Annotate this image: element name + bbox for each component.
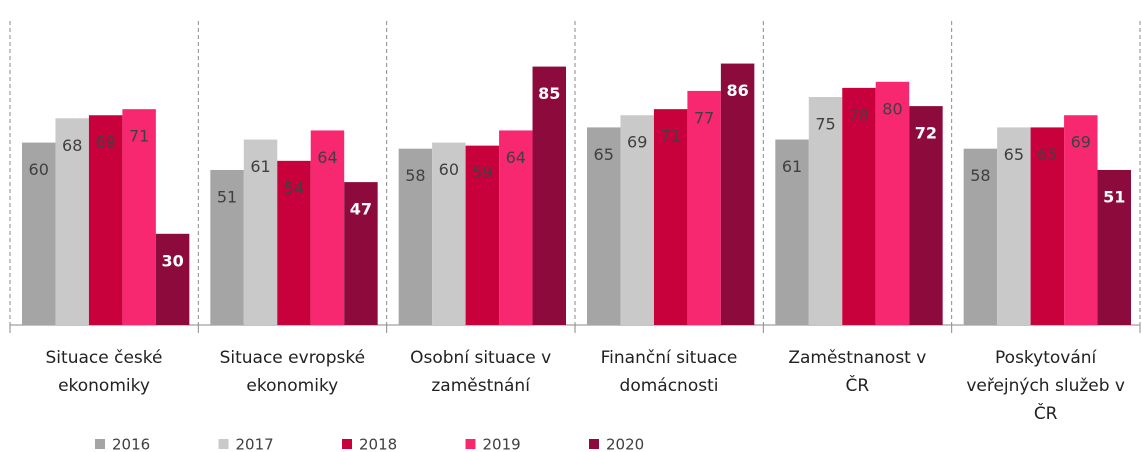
data-label: 69 bbox=[627, 133, 647, 152]
data-label: 54 bbox=[284, 178, 304, 197]
legend-label: 2019 bbox=[483, 436, 521, 452]
data-label: 72 bbox=[915, 124, 937, 143]
bar bbox=[398, 148, 433, 325]
data-label: 71 bbox=[129, 127, 149, 146]
bar bbox=[1097, 169, 1131, 325]
bar bbox=[310, 130, 345, 325]
x-tick-label: Poskytování veřejných služeb v ČR bbox=[966, 348, 1125, 424]
data-label: 64 bbox=[506, 148, 526, 167]
data-label: 80 bbox=[882, 99, 902, 118]
bar bbox=[997, 127, 1031, 326]
data-label: 47 bbox=[350, 200, 372, 219]
bar bbox=[1064, 115, 1098, 326]
legend-swatch bbox=[342, 439, 352, 449]
x-tick-label: Osobní situace v zaměstnání bbox=[410, 348, 552, 396]
x-tick-label: Situace české ekonomiky bbox=[45, 348, 163, 396]
data-label: 65 bbox=[1004, 145, 1024, 164]
legend-swatch bbox=[95, 439, 105, 449]
bar bbox=[499, 130, 533, 325]
data-label: 30 bbox=[161, 251, 183, 270]
bar bbox=[687, 90, 721, 325]
data-label: 68 bbox=[62, 136, 82, 155]
data-label: 65 bbox=[594, 145, 614, 164]
legend-swatch bbox=[218, 439, 229, 449]
bar bbox=[875, 81, 910, 325]
data-label: 85 bbox=[538, 84, 560, 103]
bar bbox=[775, 139, 809, 325]
data-label: 64 bbox=[317, 148, 337, 167]
legend-swatch bbox=[589, 439, 599, 449]
data-label: 86 bbox=[726, 81, 748, 100]
bar bbox=[210, 169, 244, 325]
bar bbox=[88, 115, 123, 326]
x-tick-label: Finanční situace domácnosti bbox=[600, 348, 738, 396]
bar bbox=[432, 142, 466, 325]
data-label: 51 bbox=[217, 187, 237, 206]
bar bbox=[587, 127, 621, 326]
data-label: 60 bbox=[439, 160, 459, 179]
bar bbox=[620, 115, 654, 326]
data-label: 65 bbox=[1037, 145, 1057, 164]
data-label: 69 bbox=[95, 133, 115, 152]
data-label: 78 bbox=[849, 105, 869, 124]
data-label: 61 bbox=[250, 157, 270, 176]
data-label: 60 bbox=[29, 160, 49, 179]
data-label: 75 bbox=[815, 115, 835, 134]
data-label: 77 bbox=[694, 108, 714, 127]
legend-label: 2016 bbox=[112, 436, 150, 452]
bar bbox=[1030, 127, 1065, 326]
bar bbox=[122, 109, 156, 325]
data-label: 59 bbox=[472, 163, 492, 182]
bar bbox=[653, 109, 688, 325]
bar bbox=[532, 66, 566, 325]
x-tick-label: Situace evropské ekonomiky bbox=[219, 348, 366, 396]
legend-swatch bbox=[465, 439, 476, 449]
bar bbox=[963, 148, 998, 325]
data-label: 58 bbox=[970, 166, 990, 185]
legend-label: 2017 bbox=[236, 436, 274, 452]
bar bbox=[22, 142, 56, 325]
bar bbox=[909, 106, 943, 326]
data-label: 61 bbox=[782, 157, 802, 176]
legend-label: 2020 bbox=[606, 436, 644, 452]
data-label: 71 bbox=[660, 127, 680, 146]
bar bbox=[277, 160, 311, 325]
bar bbox=[344, 182, 378, 325]
bar bbox=[465, 145, 500, 325]
bar bbox=[243, 139, 278, 325]
bar bbox=[720, 63, 755, 326]
bar bbox=[842, 87, 876, 325]
data-label: 51 bbox=[1103, 187, 1125, 206]
data-label: 69 bbox=[1071, 133, 1091, 152]
bar bbox=[55, 118, 89, 325]
x-tick-label: Zaměstnanost v ČR bbox=[788, 348, 927, 396]
bar bbox=[155, 233, 190, 325]
data-label: 58 bbox=[405, 166, 425, 185]
legend-label: 2018 bbox=[359, 436, 397, 452]
bar bbox=[808, 97, 843, 325]
